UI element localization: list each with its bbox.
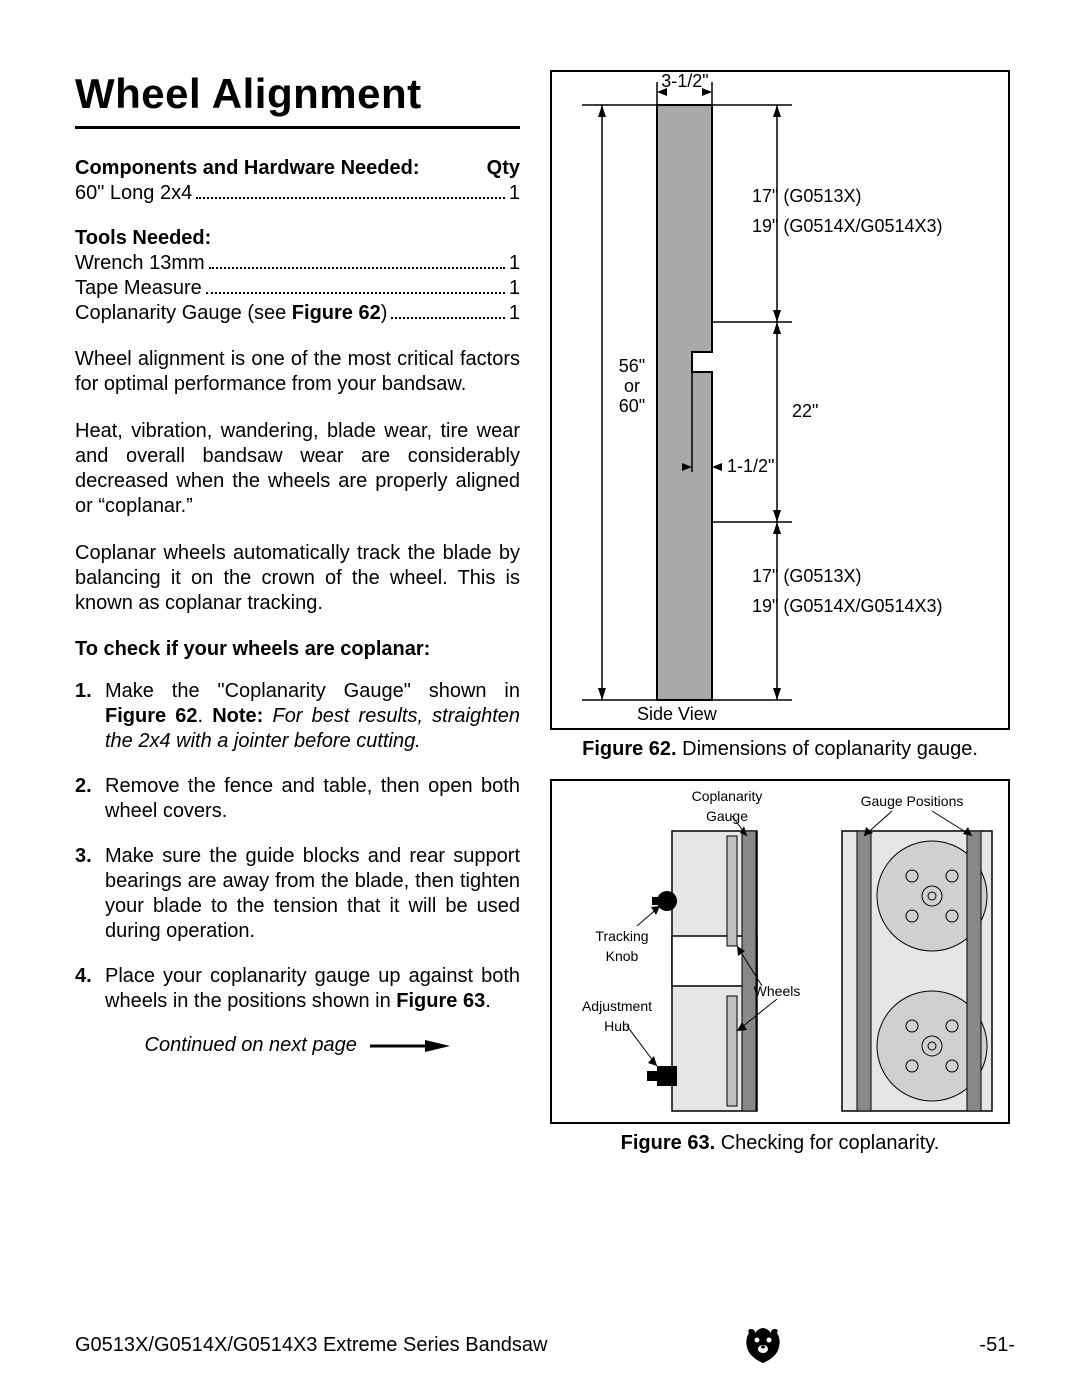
components-label: Components and Hardware Needed: [75,157,420,180]
tool-row: Tape Measure 1 [75,277,520,300]
figure-62: 3-1/2" 56"or60" 17" (G0513X) 19" (G0514X… [550,70,1010,730]
page-title: Wheel Alignment [75,70,520,118]
svg-text:Side View: Side View [637,704,718,724]
component-row: 60" Long 2x4 1 [75,182,520,205]
step-item: Remove the fence and table, then open bo… [75,774,520,824]
paragraph: Wheel alignment is one of the most criti… [75,347,520,397]
figure-62-svg: 3-1/2" 56"or60" 17" (G0513X) 19" (G0514X… [552,72,1008,728]
tool-row: Wrench 13mm 1 [75,252,520,275]
svg-text:Wheels: Wheels [754,983,801,999]
dot-leader [209,267,505,269]
left-column: Wheel Alignment Components and Hardware … [75,70,520,1173]
page-content: Wheel Alignment Components and Hardware … [75,70,1015,1173]
page-footer: G0513X/G0514X/G0514X3 Extreme Series Ban… [75,1323,1015,1367]
svg-text:3-1/2": 3-1/2" [661,72,708,91]
qty-label: Qty [487,157,520,180]
tool-qty: 1 [509,302,520,325]
dot-leader [196,197,505,199]
tool-name: Wrench 13mm [75,252,205,275]
svg-text:1-1/2": 1-1/2" [727,456,774,476]
dot-leader [391,317,504,319]
svg-text:17" (G0513X): 17" (G0513X) [752,566,861,586]
figure-62-caption: Figure 62. Dimensions of coplanarity gau… [550,738,1010,761]
arrow-icon [370,1039,450,1053]
paragraph: Coplanar wheels automatically track the … [75,541,520,616]
svg-text:19" (G0514X/G0514X3): 19" (G0514X/G0514X3) [752,216,943,236]
step-item: Place your coplanarity gauge up against … [75,964,520,1014]
figure-63: CoplanarityGauge Gauge Positions Trackin… [550,779,1010,1124]
tool-row: Coplanarity Gauge (see Figure 62) 1 [75,302,520,325]
tool-name: Tape Measure [75,277,202,300]
tool-name: Coplanarity Gauge (see Figure 62) [75,302,387,325]
paragraph: Heat, vibration, wandering, blade wear, … [75,419,520,519]
svg-text:17" (G0513X): 17" (G0513X) [752,186,861,206]
tools-heading: Tools Needed: [75,227,520,250]
tools-label: Tools Needed: [75,227,211,250]
svg-text:56"or60": 56"or60" [619,356,645,416]
dot-leader [206,292,505,294]
figure-63-svg: CoplanarityGauge Gauge Positions Trackin… [552,781,1008,1122]
steps-list: Make the "Coplanarity Gauge" shown in Fi… [75,679,520,1014]
check-heading: To check if your wheels are coplanar: [75,638,520,661]
components-heading: Components and Hardware Needed: Qty [75,157,520,180]
figure-63-caption: Figure 63. Checking for coplanarity. [550,1132,1010,1155]
tool-qty: 1 [509,277,520,300]
step-item: Make sure the guide blocks and rear supp… [75,844,520,944]
svg-text:TrackingKnob: TrackingKnob [595,928,648,964]
continued-note: Continued on next page [75,1034,520,1057]
svg-text:22": 22" [792,401,818,421]
footer-product: G0513X/G0514X/G0514X3 Extreme Series Ban… [75,1334,548,1357]
svg-text:AdjustmentHub: AdjustmentHub [582,998,652,1034]
right-column: 3-1/2" 56"or60" 17" (G0513X) 19" (G0514X… [550,70,1010,1173]
title-rule [75,126,520,129]
step-item: Make the "Coplanarity Gauge" shown in Fi… [75,679,520,754]
bear-logo-icon [741,1323,785,1367]
component-name: 60" Long 2x4 [75,182,192,205]
tool-qty: 1 [509,252,520,275]
footer-page-number: -51- [979,1334,1015,1357]
svg-text:Gauge Positions: Gauge Positions [861,793,964,809]
svg-text:19" (G0514X/G0514X3): 19" (G0514X/G0514X3) [752,596,943,616]
component-qty: 1 [509,182,520,205]
svg-text:CoplanarityGauge: CoplanarityGauge [692,788,763,824]
